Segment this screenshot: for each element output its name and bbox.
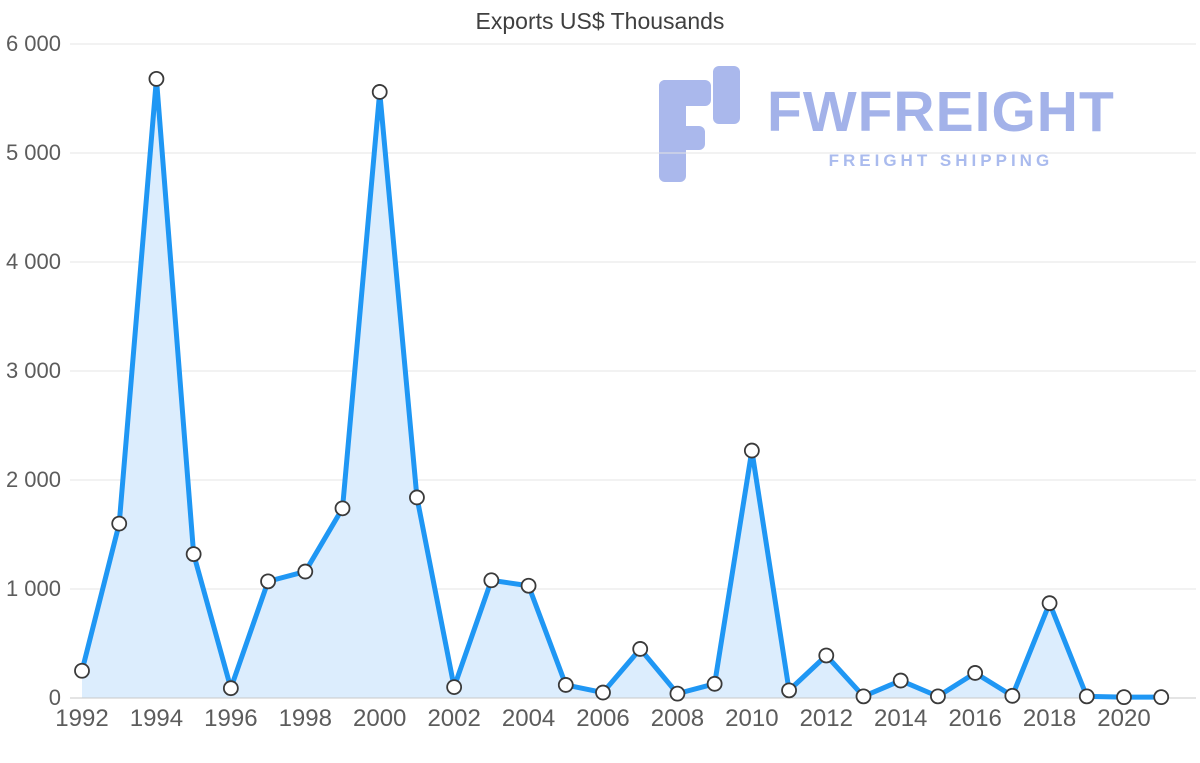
x-axis-label: 2004 <box>502 705 555 732</box>
x-axis-label: 2002 <box>427 705 480 732</box>
x-axis-label: 1994 <box>130 705 183 732</box>
data-point-marker[interactable] <box>595 684 611 701</box>
data-point-marker[interactable] <box>892 672 909 689</box>
data-point-marker[interactable] <box>446 679 463 695</box>
x-axis-label: 1992 <box>55 705 108 732</box>
data-point-marker[interactable] <box>1153 689 1170 706</box>
x-axis-label: 2014 <box>874 705 927 732</box>
x-axis-label: 1996 <box>204 705 257 732</box>
x-axis-label: 2012 <box>800 705 853 732</box>
data-point-marker[interactable] <box>111 515 128 532</box>
x-axis-label: 2018 <box>1023 705 1076 732</box>
data-point-marker[interactable] <box>818 647 835 664</box>
y-axis-label: 4 000 <box>6 249 61 274</box>
data-point-marker[interactable] <box>1004 687 1021 704</box>
data-point-marker[interactable] <box>1078 688 1095 705</box>
data-point-marker[interactable] <box>557 677 574 693</box>
x-axis-label: 2000 <box>353 705 406 732</box>
data-point-marker[interactable] <box>260 573 276 590</box>
x-axis-label: 2010 <box>725 705 778 732</box>
y-axis-label: 6 000 <box>6 31 61 56</box>
data-point-marker[interactable] <box>669 685 686 702</box>
area-fill <box>82 78 1162 698</box>
data-point-marker[interactable] <box>483 572 500 589</box>
brand-tagline: FREIGHT SHIPPING <box>828 151 1054 170</box>
data-point-marker[interactable] <box>222 680 239 697</box>
exports-line <box>79 76 1164 700</box>
data-point-marker[interactable] <box>409 489 425 506</box>
data-point-marker[interactable] <box>1116 689 1132 706</box>
data-point-marker[interactable] <box>855 688 872 705</box>
brand-name: FWFREIGHT <box>767 80 1115 144</box>
y-axis-label: 2 000 <box>6 467 61 492</box>
data-point-marker[interactable] <box>520 577 537 594</box>
x-axis-label: 1998 <box>279 705 332 732</box>
data-point-marker[interactable] <box>371 84 388 100</box>
brand-watermark: FWFREIGHT FREIGHT SHIPPING <box>645 66 1115 182</box>
data-point-marker[interactable] <box>743 442 760 459</box>
brand-text-block: FWFREIGHT FREIGHT SHIPPING <box>767 66 1115 171</box>
data-point-marker[interactable] <box>930 688 946 705</box>
y-axis-label: 0 <box>49 685 61 710</box>
x-axis-label: 2016 <box>948 705 1001 732</box>
x-axis-label: 2006 <box>576 705 629 732</box>
data-point-marker[interactable] <box>148 70 165 87</box>
y-axis-label: 1 000 <box>6 576 61 601</box>
data-point-marker[interactable] <box>1041 595 1058 612</box>
x-axis-label: 2008 <box>651 705 704 732</box>
fwfreight-logo-icon <box>659 66 740 182</box>
x-axis-label: 2020 <box>1097 705 1150 732</box>
data-point-marker[interactable] <box>334 500 351 517</box>
chart-title: Exports US$ Thousands <box>475 8 725 34</box>
y-axis-label: 3 000 <box>6 358 61 383</box>
y-axis-label: 5 000 <box>6 140 61 165</box>
data-point-marker[interactable] <box>185 546 202 563</box>
data-point-marker[interactable] <box>706 675 723 692</box>
data-point-marker[interactable] <box>297 563 314 580</box>
data-point-marker[interactable] <box>74 662 90 679</box>
data-point-marker[interactable] <box>632 641 649 657</box>
data-point-marker[interactable] <box>967 665 984 681</box>
data-point-marker[interactable] <box>781 682 797 699</box>
